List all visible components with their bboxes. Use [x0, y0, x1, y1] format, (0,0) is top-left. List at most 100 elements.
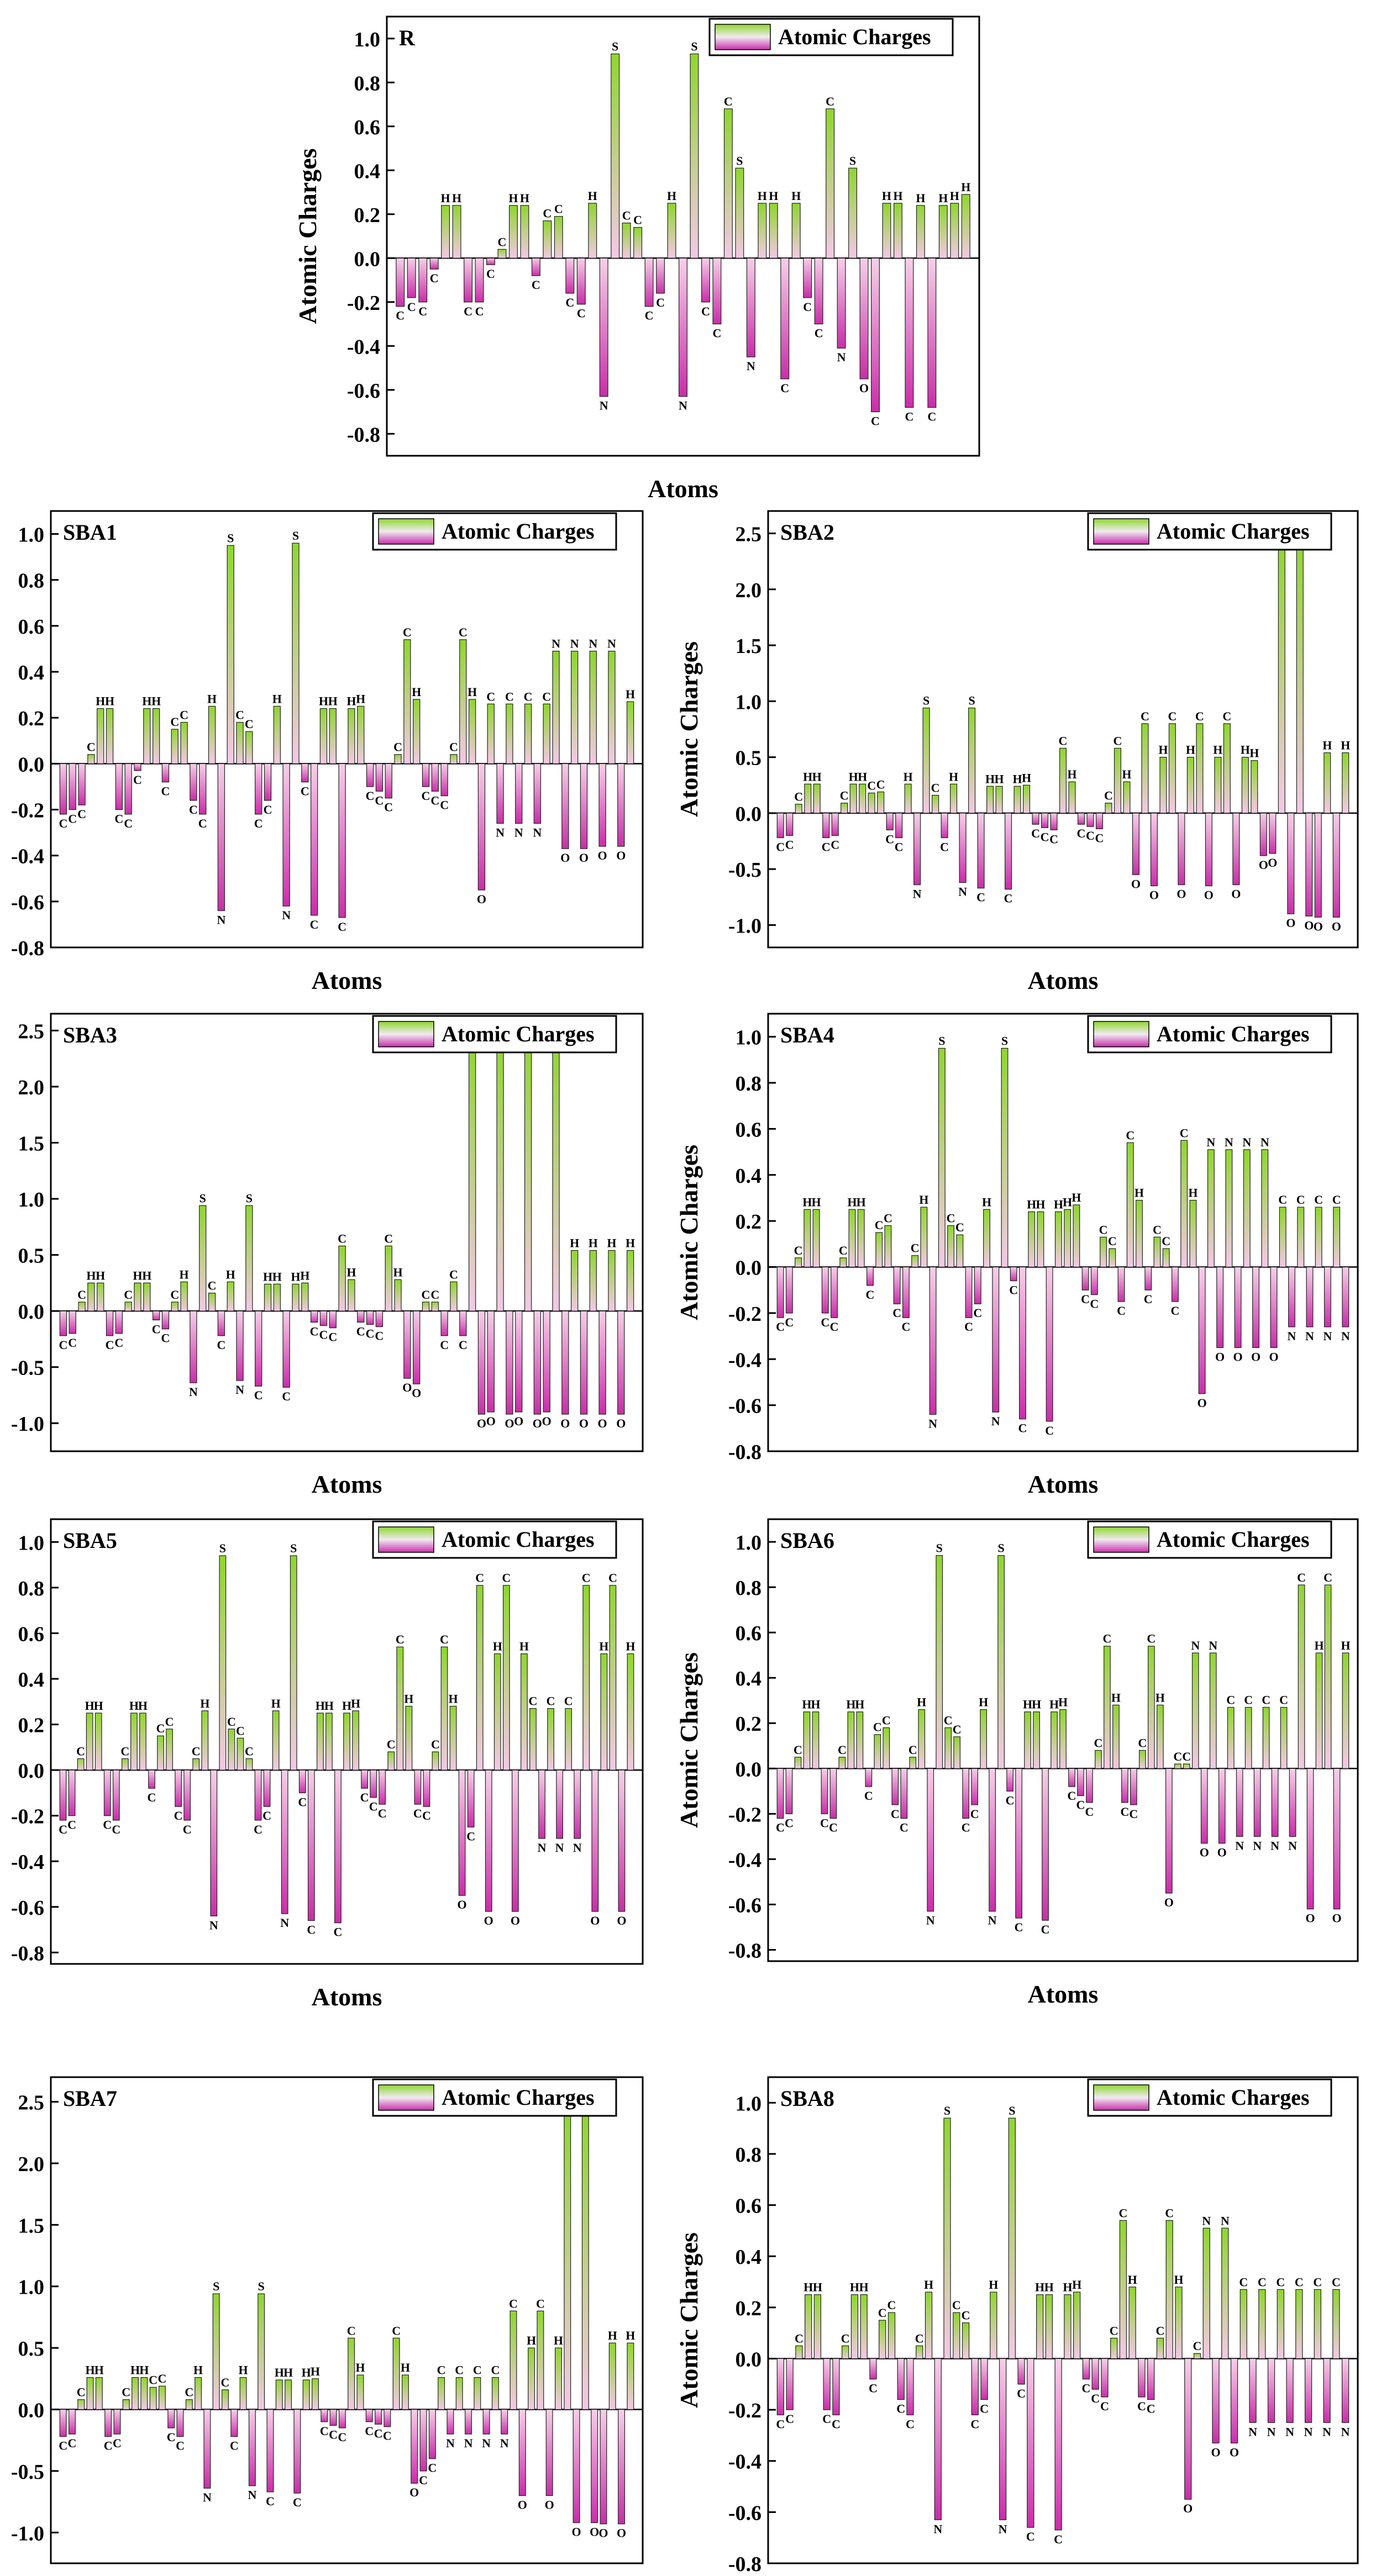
- y-tick-label: 2.0: [18, 1076, 45, 1099]
- bar-o-61: [617, 763, 625, 847]
- bar-atom-label: C: [875, 1218, 884, 1232]
- bar-atom-label: O: [1268, 856, 1277, 870]
- bar-c-35: [375, 1310, 384, 1327]
- bar-atom-label: C: [901, 1320, 910, 1334]
- bar-atom-label: H: [919, 1193, 928, 1207]
- bar-c-44: [459, 1310, 467, 1336]
- legend-label: Atomic Charges: [1157, 1527, 1310, 1552]
- bar-atom-label: H: [508, 191, 518, 205]
- bar-atom-label: C: [1295, 2275, 1304, 2289]
- bar-atom-label: C: [192, 1744, 201, 1758]
- bar-atom-label: C: [947, 1211, 955, 1225]
- bar-c-8: [121, 1758, 129, 1771]
- bar-c-14: [893, 1266, 901, 1304]
- y-tick-label: 2.0: [736, 579, 762, 602]
- bar-atom-label: C: [1296, 1193, 1305, 1207]
- bar-s-26: [292, 542, 300, 764]
- y-tick-label: 0.0: [18, 1760, 45, 1783]
- bar-atom-label: O: [617, 2526, 626, 2540]
- bar-n-48: [482, 2409, 490, 2435]
- y-tick-label: -0.4: [728, 2451, 761, 2474]
- bar-c-36: [1090, 1266, 1098, 1295]
- bar-c-29: [1032, 813, 1039, 825]
- y-tick-label: 0.5: [18, 2337, 45, 2361]
- bar-c-19: [941, 813, 948, 839]
- bar-atom-label: C: [375, 793, 384, 807]
- bar-c-36: [1095, 813, 1104, 829]
- bar-c-43: [871, 257, 880, 413]
- bar-atom-label: H: [520, 191, 529, 205]
- bar-atom-label: H: [882, 189, 891, 203]
- bar-atom-label: S: [936, 1541, 943, 1555]
- bar-o-40: [1132, 813, 1139, 875]
- bar-n-18: [927, 1768, 934, 1912]
- bar-atom-label: H: [858, 770, 867, 783]
- bar-c-13: [166, 1729, 173, 1771]
- bar-c-34: [1068, 1768, 1075, 1787]
- bar-atom-label: C: [838, 1743, 847, 1757]
- bar-c-23: [974, 1266, 981, 1304]
- bar-atom-label: O: [598, 2526, 608, 2540]
- bar-atom-label: O: [1332, 1911, 1341, 1925]
- bar-c-54: [529, 1708, 537, 1771]
- bar-h-36: [791, 203, 801, 259]
- bar-atom-label: C: [149, 2373, 157, 2387]
- bar-c-33: [357, 1310, 365, 1323]
- bar-h-39: [413, 699, 421, 764]
- bar-atom-label: C: [776, 840, 785, 854]
- bar-c-28: [310, 763, 318, 916]
- bar-atom-label: H: [401, 2361, 410, 2374]
- legend-swatch: [1093, 1021, 1149, 1047]
- y-tick-label: 2.5: [18, 1020, 45, 1043]
- bar-atom-label: H: [328, 694, 338, 708]
- bar-c-23: [254, 1769, 262, 1821]
- bar-atom-label: C: [1086, 829, 1095, 842]
- bar-atom-label: C: [1276, 2275, 1285, 2289]
- bar-h-63: [1342, 752, 1349, 814]
- bar-atom-label: C: [905, 410, 913, 424]
- bar-atom-label: N: [988, 1914, 997, 1927]
- y-tick-label: 1.0: [736, 1026, 762, 1050]
- bar-s-58: [1296, 543, 1304, 814]
- bar-c-27: [293, 2409, 301, 2494]
- bar-c-23: [971, 1768, 979, 1805]
- bar-atom-label: N: [1235, 1839, 1244, 1852]
- bar-h-5: [812, 1711, 820, 1769]
- bar-atom-label: C: [1138, 1736, 1147, 1750]
- bar-atom-label: H: [1128, 2273, 1137, 2287]
- bar-atom-label: C: [964, 1320, 973, 1334]
- bar-atom-label: C: [396, 1632, 405, 1646]
- bar-atom-label: C: [245, 1744, 254, 1758]
- bar-c-3: [78, 763, 86, 805]
- bar-c-18: [217, 1310, 225, 1336]
- bar-n-40: [837, 257, 846, 349]
- bar-atom-label: H: [1314, 1639, 1324, 1652]
- bar-h-61: [1324, 752, 1331, 814]
- y-tick-label: 0.8: [18, 1577, 45, 1600]
- bar-atom-label: N: [1305, 1329, 1314, 1343]
- bar-atom-label: O: [514, 1414, 523, 1428]
- bar-atom-label: C: [622, 209, 631, 223]
- bar-atom-label: S: [227, 531, 234, 545]
- bar-atom-label: H: [1067, 767, 1076, 781]
- bar-o-55: [1269, 813, 1277, 854]
- bar-n-55: [538, 1769, 545, 1839]
- bar-o-61: [1306, 1768, 1314, 1910]
- bar-c-8: [124, 1302, 132, 1311]
- bar-h-10: [143, 708, 151, 764]
- bar-atom-label: C: [1054, 2532, 1063, 2546]
- bar-c-31: [338, 1245, 346, 1311]
- bar-c-36: [375, 2409, 382, 2425]
- bar-s-41: [848, 167, 858, 259]
- bar-atom-label: C: [157, 2372, 166, 2385]
- bar-atom-label: C: [1226, 1693, 1235, 1707]
- bar-atom-label: C: [384, 800, 393, 814]
- bar-atom-label: C: [422, 789, 430, 803]
- bar-h-24: [273, 1283, 281, 1311]
- bar-c-35: [365, 2409, 373, 2422]
- panel-title: SBA1: [63, 520, 117, 545]
- bar-atom-label: C: [329, 2427, 338, 2441]
- bar-atom-label: H: [94, 2363, 104, 2377]
- bar-atom-label: O: [572, 2525, 581, 2538]
- bar-h-29: [1036, 2294, 1044, 2359]
